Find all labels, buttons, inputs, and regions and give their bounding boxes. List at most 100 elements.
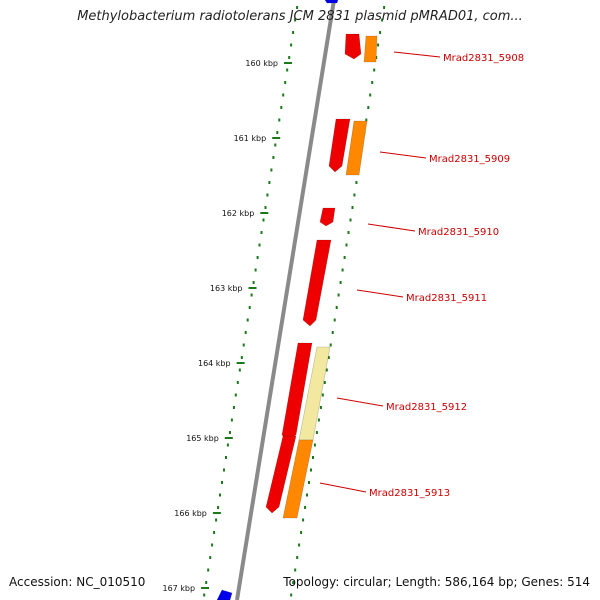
guide-dot xyxy=(236,381,239,384)
guide-dot xyxy=(290,593,293,597)
guide-dot xyxy=(264,206,267,209)
guide-dot xyxy=(317,418,320,422)
guide-dot xyxy=(258,243,261,247)
guide-dot xyxy=(274,143,277,147)
gene-labels: Mrad2831_5908 Mrad2831_5909 Mrad2831_5910 M… xyxy=(319,51,524,499)
guide-dot xyxy=(306,493,308,497)
guide-dot xyxy=(219,493,221,497)
guide-dot xyxy=(379,31,382,34)
guide-dot xyxy=(226,443,229,447)
guide-dot xyxy=(321,393,324,397)
gene-label: Mrad2831_5909 xyxy=(429,154,510,165)
guide-dot xyxy=(256,256,259,259)
guide-dot xyxy=(302,518,305,522)
guide-dot xyxy=(323,381,326,384)
guide-dot xyxy=(248,306,251,309)
cds-feature xyxy=(319,207,336,227)
guide-dot xyxy=(286,68,289,72)
guide-dot xyxy=(381,18,384,22)
kbp-tick-label: 167 kbp xyxy=(162,584,195,593)
guide-dot xyxy=(223,468,225,472)
gene-label: Mrad2831_5911 xyxy=(406,293,487,304)
guide-dot xyxy=(369,93,372,97)
guide-dot xyxy=(373,68,376,72)
guide-dot xyxy=(282,93,285,97)
cds-feature xyxy=(328,118,351,173)
guide-dot xyxy=(270,168,273,172)
guide-dot xyxy=(365,118,368,122)
cds-feature xyxy=(265,435,297,514)
guide-dot xyxy=(331,331,334,334)
cds-feature xyxy=(302,239,332,327)
guide-dot xyxy=(351,206,354,209)
guide-dot xyxy=(312,456,314,459)
guide-dot xyxy=(211,543,214,547)
guide-dot xyxy=(339,281,342,284)
guide-dot xyxy=(232,406,235,409)
guide-dot xyxy=(296,556,299,559)
guide-dot xyxy=(280,106,283,109)
plasmid-backbone xyxy=(235,0,336,600)
guide-dot xyxy=(276,131,279,134)
gene-label-leader xyxy=(367,223,416,232)
guide-dot xyxy=(234,393,237,397)
guide-dot xyxy=(209,556,212,559)
guide-dot xyxy=(383,6,386,9)
guide-dot xyxy=(377,43,380,47)
guide-dot xyxy=(246,318,249,322)
guide-dot xyxy=(207,568,210,572)
guide-dot xyxy=(294,568,297,572)
guide-dot xyxy=(228,431,231,434)
guide-dot xyxy=(278,118,281,122)
kbp-tick-label: 163 kbp xyxy=(210,284,243,293)
guide-dot xyxy=(319,406,322,409)
guide-dot xyxy=(308,481,310,484)
guide-dot xyxy=(367,106,370,109)
guide-dot xyxy=(238,368,241,372)
map-title: Methylobacterium radiotolerans JCM 2831 … xyxy=(77,9,523,24)
kbp-ticks: 160 kbp 161 kbp 162 kbp 163 kbp 164 kbp 165 k… xyxy=(162,59,292,593)
gene-features xyxy=(216,0,378,600)
cds-feature xyxy=(344,33,362,60)
guide-dot xyxy=(221,481,223,484)
guide-dot xyxy=(272,156,275,159)
kbp-tick-label: 161 kbp xyxy=(234,134,267,143)
guide-dot xyxy=(300,531,303,534)
guide-dot xyxy=(329,343,332,347)
guide-dot xyxy=(217,506,220,509)
guide-dot xyxy=(215,518,218,522)
guide-dot xyxy=(284,81,287,84)
guide-dot xyxy=(268,181,271,184)
guide-dot xyxy=(304,506,307,509)
kbp-tick-label: 165 kbp xyxy=(186,434,219,443)
cds-feature xyxy=(324,0,339,4)
guide-dot xyxy=(292,581,295,584)
kbp-tick-label: 162 kbp xyxy=(222,209,255,218)
guide-dot xyxy=(333,318,336,322)
guide-dot xyxy=(315,431,318,434)
guide-dot xyxy=(298,543,301,547)
guide-dot xyxy=(310,468,312,472)
guide-dot xyxy=(375,56,378,59)
gene-label-leader xyxy=(379,151,427,159)
kbp-tick-label: 164 kbp xyxy=(198,359,231,368)
guide-dot xyxy=(325,368,328,372)
guide-dot xyxy=(347,231,350,234)
gene-label-leader xyxy=(393,51,441,58)
guide-dot xyxy=(313,443,316,447)
gene-label: Mrad2831_5913 xyxy=(369,488,450,499)
guide-dot xyxy=(260,231,263,234)
dotted-guide-tracks xyxy=(203,6,386,597)
gene-label-leader xyxy=(319,482,367,493)
kbp-tick-label: 160 kbp xyxy=(245,59,278,68)
guide-dot xyxy=(288,56,291,59)
guide-dot xyxy=(349,218,352,222)
guide-dot xyxy=(244,331,247,334)
guide-dot xyxy=(205,581,208,584)
guide-dot xyxy=(290,43,293,47)
guide-dot xyxy=(250,293,253,297)
guide-dot xyxy=(341,268,344,272)
accession-text: Accession: NC_010510 xyxy=(9,575,146,589)
guide-dot xyxy=(240,356,243,359)
